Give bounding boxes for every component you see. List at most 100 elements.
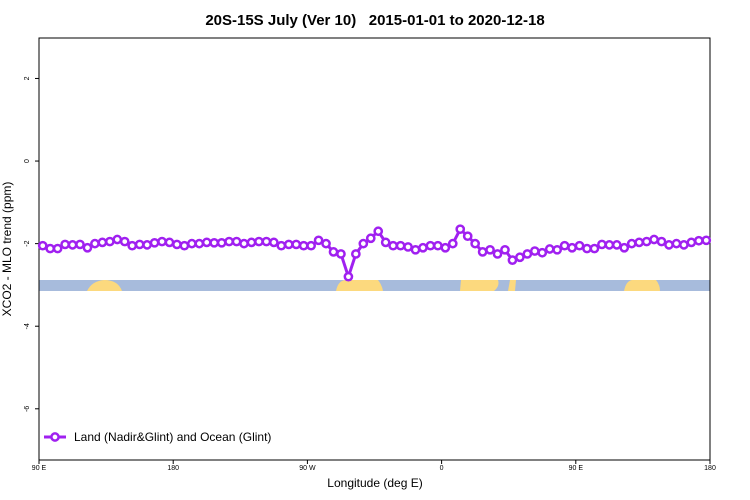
data-point: [254, 236, 264, 247]
y-tick-label: -6: [24, 406, 31, 412]
data-point: [179, 240, 190, 251]
y-tick-label: -4: [24, 323, 31, 329]
data-point: [619, 242, 630, 253]
data-point: [373, 226, 384, 237]
data-point: [45, 243, 56, 254]
land-band: [87, 280, 122, 291]
data-point: [358, 238, 369, 249]
data-point: [336, 249, 346, 259]
data-point: [306, 240, 316, 251]
data-point: [574, 240, 585, 251]
data-point: [164, 237, 175, 248]
data-point: [552, 244, 563, 255]
data-point: [447, 238, 458, 249]
data-point: [149, 237, 160, 248]
data-point: [500, 244, 510, 255]
data-point: [455, 224, 466, 235]
data-point: [440, 242, 451, 253]
data-point: [515, 252, 525, 263]
data-point: [142, 240, 152, 250]
data-point: [462, 231, 473, 242]
data-point: [470, 238, 480, 249]
data-point: [477, 247, 488, 257]
x-tick-label: 180: [704, 465, 716, 472]
x-tick-label: 90 E: [569, 465, 584, 472]
y-tick-label: 0: [24, 159, 31, 163]
data-point: [37, 240, 48, 251]
x-tick-label: 90 E: [32, 465, 47, 472]
data-point: [686, 237, 697, 248]
data-point: [97, 237, 108, 248]
legend-marker: [50, 432, 60, 442]
data-point: [537, 247, 548, 258]
data-point: [269, 237, 279, 248]
data-point: [224, 236, 234, 247]
data-point: [522, 249, 533, 259]
data-point: [656, 236, 667, 247]
x-tick-label: 180: [167, 465, 179, 472]
x-tick-label: 90 W: [299, 465, 316, 472]
data-point: [671, 238, 682, 249]
data-point: [134, 239, 145, 250]
data-point: [112, 234, 123, 245]
data-point: [231, 236, 242, 247]
data-point: [276, 240, 287, 251]
data-point: [75, 239, 85, 250]
data-point: [298, 240, 309, 251]
land-band: [508, 280, 516, 291]
x-axis-label: Longitude (deg E): [327, 476, 422, 490]
data-point: [544, 244, 555, 254]
data-point: [679, 240, 689, 250]
data-point: [186, 238, 197, 249]
data-point: [313, 235, 324, 246]
data-point: [283, 239, 294, 250]
data-point: [119, 236, 130, 247]
x-tick-label: 0: [440, 465, 444, 472]
data-point: [492, 249, 503, 259]
data-point: [172, 239, 182, 250]
data-point: [261, 236, 272, 247]
data-point: [343, 271, 354, 282]
data-point: [67, 240, 78, 250]
data-point: [582, 243, 592, 254]
data-point: [52, 243, 63, 254]
data-point: [693, 235, 704, 246]
data-point: [641, 236, 652, 247]
land-band: [336, 280, 383, 291]
data-point: [433, 240, 443, 251]
data-point: [388, 240, 398, 251]
y-axis-label: XCO2 - MLO trend (ppm): [0, 182, 14, 317]
legend-label: Land (Nadir&Glint) and Ocean (Glint): [74, 430, 271, 444]
data-point: [634, 237, 645, 248]
data-point: [201, 237, 212, 248]
chart-title: 20S-15S July (Ver 10) 2015-01-01 to 2020…: [205, 12, 544, 29]
y-tick-label: -2: [24, 240, 31, 246]
data-point: [597, 239, 607, 250]
data-point: [216, 237, 227, 248]
data-point: [291, 239, 302, 250]
land-ocean-strip: [39, 280, 710, 291]
data-point: [403, 242, 413, 252]
data-point: [626, 238, 637, 249]
data-point: [567, 242, 577, 253]
data-point: [425, 240, 436, 251]
data-point: [395, 240, 406, 251]
y-tick-label: 2: [24, 76, 31, 80]
data-point: [90, 238, 100, 249]
data-point: [82, 242, 93, 253]
data-point: [701, 235, 712, 246]
data-point: [60, 239, 70, 250]
data-point: [611, 240, 622, 250]
data-point: [157, 236, 167, 247]
data-point: [507, 255, 518, 265]
land-band: [624, 280, 660, 291]
data-point: [529, 246, 540, 256]
data-point: [589, 243, 600, 254]
data-point: [351, 249, 361, 259]
data-point: [365, 233, 376, 244]
data-point: [104, 236, 115, 247]
data-point: [239, 238, 249, 249]
data-point: [246, 237, 257, 248]
data-point: [410, 244, 421, 255]
